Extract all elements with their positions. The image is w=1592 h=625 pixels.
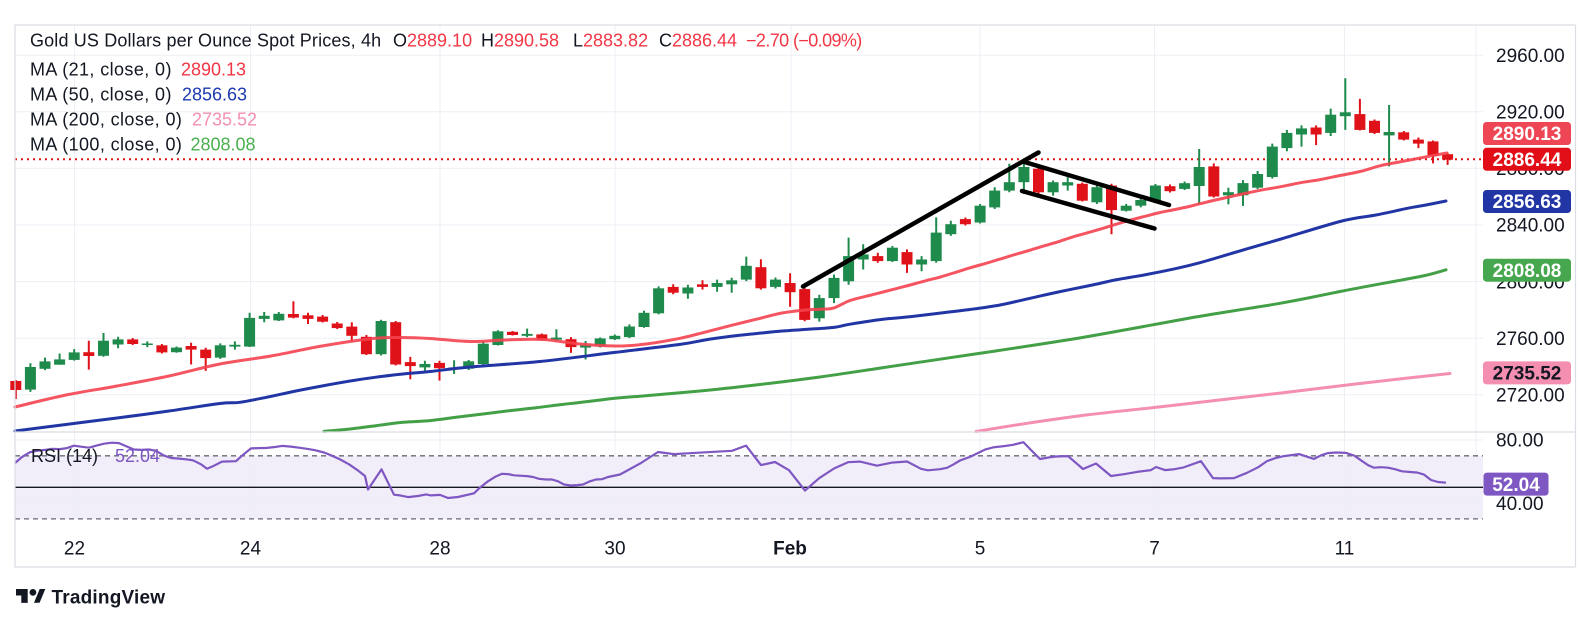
svg-text:2808.08: 2808.08 <box>191 135 256 155</box>
svg-text:11: 11 <box>1335 539 1355 560</box>
svg-text:52.04: 52.04 <box>115 446 160 466</box>
svg-text:TradingView: TradingView <box>52 588 166 609</box>
svg-text:2840.00: 2840.00 <box>1496 216 1565 237</box>
svg-text:2720.00: 2720.00 <box>1496 386 1565 407</box>
svg-text:RSI (14): RSI (14) <box>31 446 98 466</box>
svg-text:2760.00: 2760.00 <box>1496 329 1565 350</box>
svg-text:MA (50, close, 0): MA (50, close, 0) <box>30 85 172 105</box>
svg-text:7: 7 <box>1149 539 1160 560</box>
svg-text:30: 30 <box>604 539 625 560</box>
svg-text:2886.44: 2886.44 <box>1493 150 1562 171</box>
svg-text:2808.08: 2808.08 <box>1493 261 1562 282</box>
svg-text:24: 24 <box>240 539 262 560</box>
svg-text:5: 5 <box>975 539 986 560</box>
svg-text:2856.63: 2856.63 <box>182 85 247 105</box>
svg-text:L2883.82: L2883.82 <box>573 31 648 51</box>
svg-text:2960.00: 2960.00 <box>1496 46 1565 67</box>
svg-text:2856.63: 2856.63 <box>1493 192 1562 213</box>
svg-text:O2889.10: O2889.10 <box>393 31 472 51</box>
svg-text:H2890.58: H2890.58 <box>481 31 559 51</box>
svg-text:80.00: 80.00 <box>1496 431 1544 452</box>
svg-text:MA (21, close, 0): MA (21, close, 0) <box>30 60 172 80</box>
svg-text:40.00: 40.00 <box>1496 494 1544 515</box>
svg-text:Feb: Feb <box>773 539 807 560</box>
svg-text:MA (100, close, 0): MA (100, close, 0) <box>30 135 182 155</box>
svg-text:2920.00: 2920.00 <box>1496 103 1565 124</box>
svg-text:52.04: 52.04 <box>1492 475 1540 496</box>
svg-text:C2886.44: C2886.44 <box>659 31 737 51</box>
svg-text:2735.52: 2735.52 <box>192 110 257 130</box>
svg-text:Gold US Dollars per Ounce Spot: Gold US Dollars per Ounce Spot Prices, 4… <box>30 31 381 51</box>
svg-text:2890.13: 2890.13 <box>181 60 246 80</box>
svg-text:22: 22 <box>64 539 85 560</box>
svg-text:−2.70 (−0.09%): −2.70 (−0.09%) <box>746 31 862 51</box>
svg-text:MA (200, close, 0): MA (200, close, 0) <box>30 110 182 130</box>
svg-text:28: 28 <box>429 539 450 560</box>
svg-text:2735.52: 2735.52 <box>1493 364 1562 385</box>
svg-text:2890.13: 2890.13 <box>1493 124 1562 145</box>
